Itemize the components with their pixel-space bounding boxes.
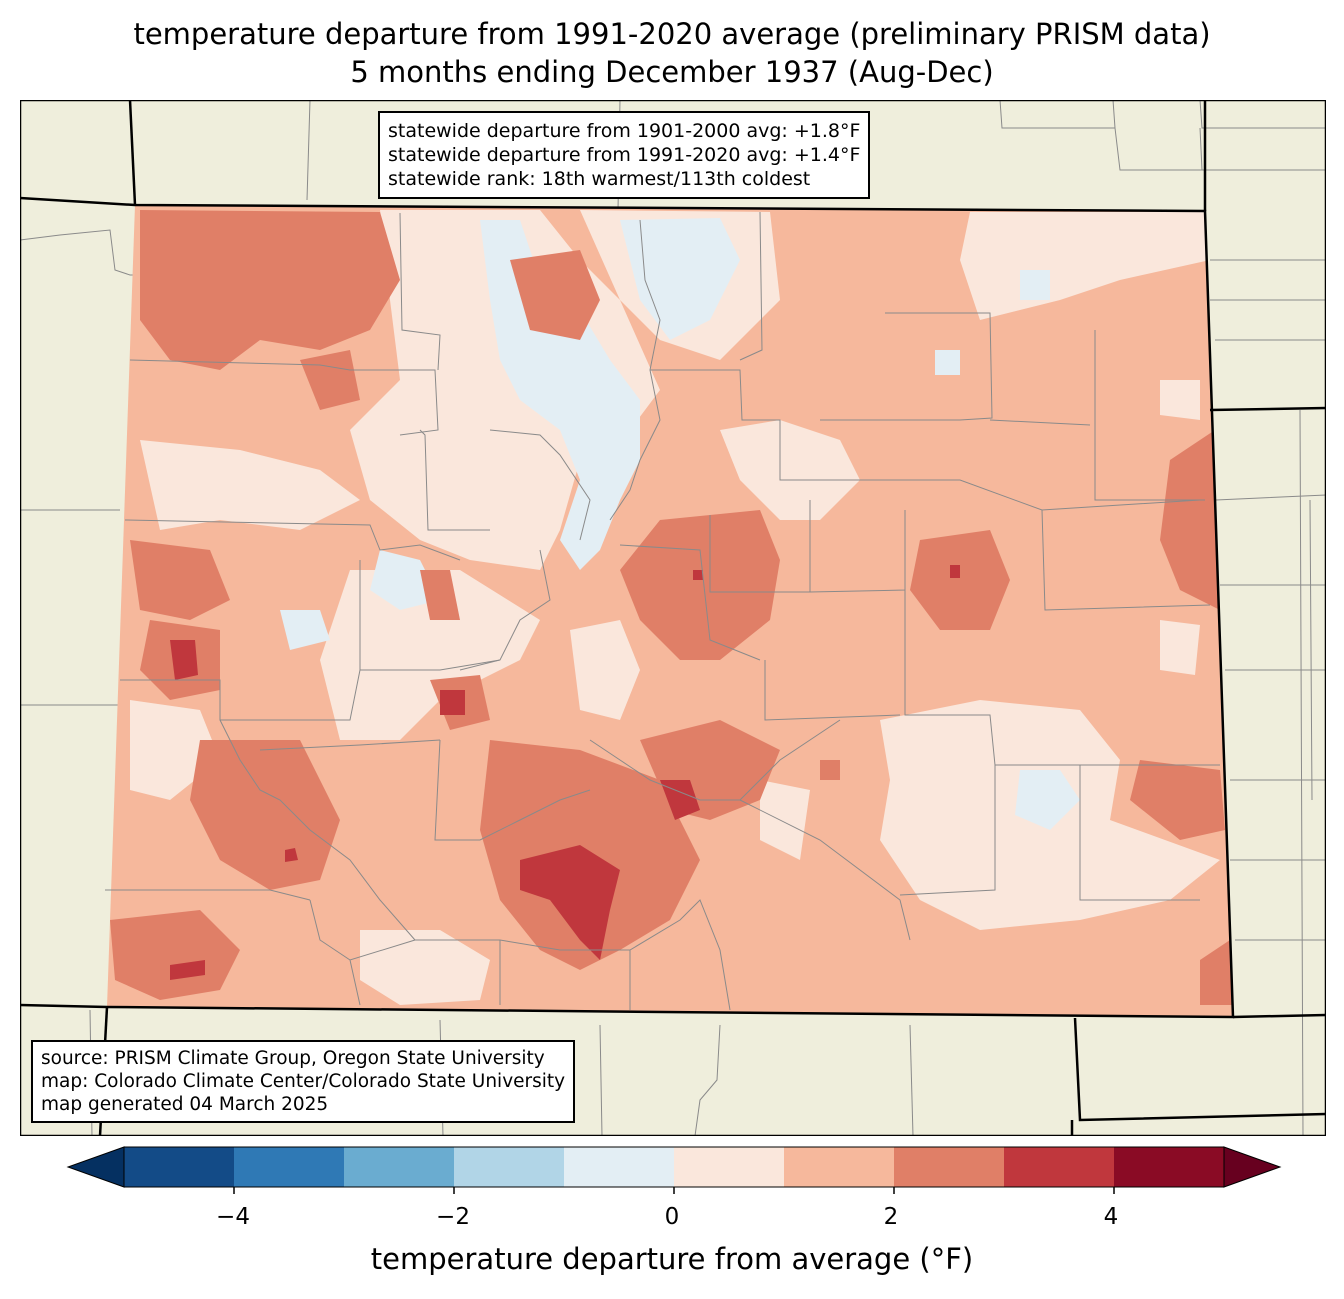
colorbar-bin: [124, 1147, 234, 1187]
colorbar-bin: [454, 1147, 564, 1187]
source-line-2: map: Colorado Climate Center/Colorado St…: [41, 1071, 566, 1092]
colorbar-bin: [894, 1147, 1004, 1187]
colorbar-bin: [234, 1147, 344, 1187]
statewide-stats-box: statewide departure from 1901-2000 avg: …: [378, 111, 871, 199]
colorbar-bin: [784, 1147, 894, 1187]
source-line-1: source: PRISM Climate Group, Oregon Stat…: [41, 1048, 545, 1069]
colorbar-tick-neg2: −2: [436, 1204, 470, 1230]
colorbar-extend-low: [66, 1146, 125, 1188]
source-line-3: map generated 04 March 2025: [41, 1094, 329, 1115]
colorbar-tick-2: 2: [883, 1204, 899, 1230]
colorbar-tick-0: 0: [664, 1204, 680, 1230]
source-box: source: PRISM Climate Group, Oregon Stat…: [31, 1040, 576, 1123]
map-subtitle: 5 months ending December 1937 (Aug-Dec): [350, 55, 994, 89]
colorbar-bin: [564, 1147, 674, 1187]
colorbar-extend-high: [1223, 1146, 1282, 1188]
stats-line-1: statewide departure from 1901-2000 avg: …: [388, 120, 861, 142]
colorbar-bin: [344, 1147, 454, 1187]
colorado-temperature-map: [20, 100, 1326, 1136]
stats-line-2: statewide departure from 1991-2020 avg: …: [388, 144, 861, 166]
colorbar-tick-neg4: −4: [216, 1204, 250, 1230]
map-frame: [20, 100, 1326, 1136]
colorbar-tick-4: 4: [1103, 1204, 1119, 1230]
colorbar-label: temperature departure from average (°F): [370, 1242, 974, 1276]
colorbar: [66, 1146, 1282, 1194]
colorbar-bin: [1004, 1147, 1114, 1187]
county-lines: [105, 211, 1220, 1011]
map-title: temperature departure from 1991-2020 ave…: [133, 17, 1211, 51]
colorbar-bin: [674, 1147, 784, 1187]
stats-line-3: statewide rank: 18th warmest/113th colde…: [388, 168, 811, 190]
colorbar-bin: [1114, 1147, 1224, 1187]
